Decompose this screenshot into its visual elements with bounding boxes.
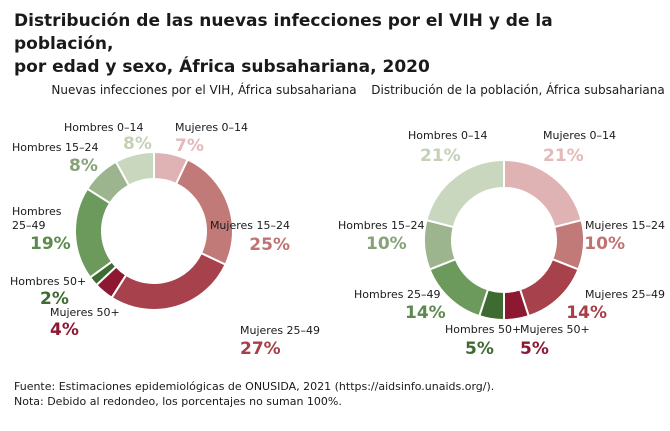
chart-title-line-2: por edad y sexo, África subsahariana, 20… (14, 57, 430, 77)
donut-2-value-mujeres-0-14: 21% (543, 146, 584, 166)
donut-2-label-hombres-25-49: Hombres 25–49 (354, 288, 440, 301)
donut-2-value-hombres-15-24: 10% (366, 234, 407, 254)
donut-2-label-mujeres-0-14: Mujeres 0–14 (543, 129, 616, 142)
donut-2-value-hombres-50: 5% (465, 339, 494, 359)
donut-2-value-mujeres-50: 5% (520, 339, 549, 359)
donut-2-label-hombres-50: Hombres 50+ (445, 323, 521, 336)
donut-1-slice-mujeres-15-24 (174, 158, 234, 266)
donut-2-label-mujeres-15-24: Mujeres 15–24 (585, 219, 665, 232)
donut-2-label-hombres-0-14: Hombres 0–14 (408, 129, 487, 142)
chart-title-line-1: Distribución de las nuevas infecciones p… (14, 11, 553, 54)
donut-2-value-hombres-25-49: 14% (405, 303, 446, 323)
donut-1-label-hombres-15-24: Hombres 15–24 (12, 141, 98, 154)
donut-2-value-mujeres-15-24: 10% (584, 234, 625, 254)
donut-1-value-hombres-15-24: 8% (69, 156, 98, 176)
donut-1-label-hombres-25-49-line2: 25–49 (12, 219, 46, 232)
source-note: Fuente: Estimaciones epidemiológicas de … (14, 380, 495, 393)
donut-1-slice-hombres-25-49 (74, 187, 114, 279)
donut-2-slice-mujeres-0-14 (503, 158, 583, 229)
donut-2-slice-hombres-15-24 (423, 218, 457, 271)
donut-1-label-mujeres-0-14: Mujeres 0–14 (175, 121, 248, 134)
donut-2-label-hombres-15-24: Hombres 15–24 (338, 219, 424, 232)
donut-1-subtitle: Nuevas infecciones por el VIH, África su… (51, 82, 356, 97)
donut-2-value-hombres-0-14: 21% (420, 146, 461, 166)
donut-1-value-mujeres-0-14: 7% (175, 136, 204, 156)
donut-1-value-hombres-50: 2% (40, 289, 69, 309)
donut-1-value-hombres-25-49: 19% (30, 234, 71, 254)
donut-2-label-mujeres-50: Mujeres 50+ (520, 323, 590, 336)
donut-1-label-mujeres-50: Mujeres 50+ (50, 306, 120, 319)
donut-1-value-hombres-0-14: 8% (123, 134, 152, 154)
rounding-note: Nota: Debido al redondeo, los porcentaje… (14, 395, 342, 408)
donut-1-value-mujeres-25-49: 27% (240, 339, 281, 359)
donut-1-slice-hombres-0-14 (114, 150, 155, 187)
donut-1-value-mujeres-50: 4% (50, 320, 79, 340)
donut-1-value-mujeres-15-24: 25% (249, 235, 290, 255)
donut-1-label-hombres-50: Hombres 50+ (10, 275, 86, 288)
donut-1-label-hombres-0-14: Hombres 0–14 (64, 121, 143, 134)
donut-2-subtitle: Distribución de la población, África sub… (371, 82, 664, 97)
donut-1: Mujeres 0–14 7% Mujeres 15–24 25% Mujeres 25… (10, 121, 320, 359)
donut-1-label-mujeres-25-49: Mujeres 25–49 (240, 324, 320, 337)
donut-2-value-mujeres-25-49: 14% (566, 303, 607, 323)
chart-footer: Fuente: Estimaciones epidemiológicas de … (14, 379, 659, 409)
donut-2-slice-hombres-0-14 (425, 158, 505, 229)
donut-1-label-hombres-25-49-line1: Hombres (12, 205, 62, 218)
donut-1-label-mujeres-15-24: Mujeres 15–24 (210, 219, 290, 232)
chart-title: Distribución de las nuevas infecciones p… (14, 10, 654, 79)
donut-1-slice-mujeres-25-49 (110, 251, 227, 311)
donut-2-label-mujeres-25-49: Mujeres 25–49 (585, 288, 665, 301)
donut-2: Mujeres 0–14 21% Mujeres 15–24 10% Mujeres 2… (338, 129, 665, 359)
